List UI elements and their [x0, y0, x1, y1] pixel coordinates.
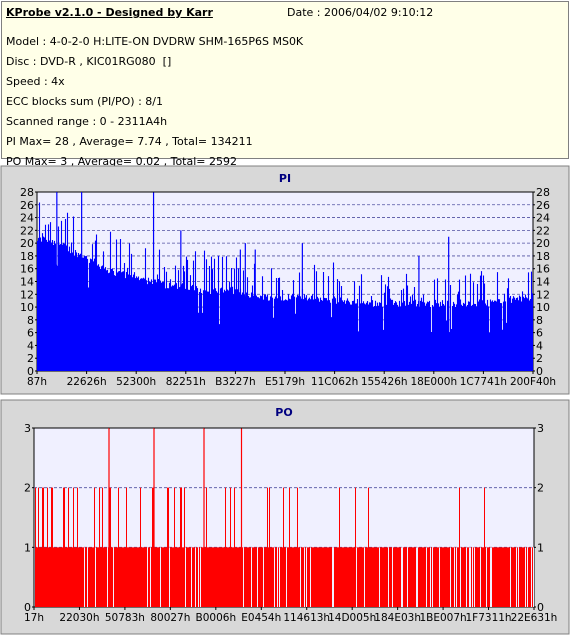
- x-tick-label: 17h: [24, 612, 44, 624]
- chart-title: PO: [275, 406, 292, 419]
- x-tick-label: B0006h: [196, 612, 237, 624]
- app-title: KProbe v2.1.0 - Designed by Karr: [6, 6, 213, 19]
- y-tick-label-right: 16: [536, 263, 550, 276]
- y-tick-label-right: 4: [536, 339, 543, 352]
- chart-title: PI: [279, 172, 291, 185]
- y-tick-label-right: 0: [537, 601, 544, 614]
- scan-date: Date : 2006/04/02 9:10:12: [287, 6, 434, 19]
- x-tick-label: 22030h: [59, 612, 99, 624]
- y-tick-label-right: 18: [536, 250, 550, 263]
- x-tick-label: 80027h: [150, 612, 190, 624]
- y-tick-label-right: 26: [536, 199, 550, 212]
- po-stats-line: PO Max= 3 , Average= 0.02 , Total= 2592: [6, 155, 237, 168]
- x-tick-label: 114613h: [283, 612, 330, 624]
- po-chart: PO 0 0 1 1 2 2 3 3 17h 22030h 50783h 80027h B0006h E04…: [0, 399, 570, 635]
- y-tick-label-left: 0: [24, 601, 31, 614]
- x-tick-label: 11C062h: [311, 376, 358, 388]
- y-tick-label-right: 1: [537, 541, 544, 554]
- disc-line: Disc : DVD-R , KIC01RG080 []: [6, 55, 172, 68]
- y-tick-label-left: 2: [27, 352, 34, 365]
- po-level2-spikes: [35, 487, 485, 607]
- x-tick-label: 155426h: [361, 376, 408, 388]
- y-tick-label-left: 14: [20, 276, 34, 289]
- y-tick-label-left: 20: [20, 237, 34, 250]
- x-tick-label: 50783h: [105, 612, 145, 624]
- x-tick-label: 1C7741h: [460, 376, 507, 388]
- x-tick-label: 22626h: [67, 376, 107, 388]
- model-line: Model : 4-0-2-0 H:LITE-ON DVDRW SHM-165P…: [6, 35, 304, 48]
- y-tick-label-left: 16: [20, 263, 34, 276]
- scanned-range-line: Scanned range : 0 - 2311A4h: [6, 115, 168, 128]
- ecc-line: ECC blocks sum (PI/PO) : 8/1: [6, 95, 163, 108]
- y-tick-label-left: 10: [20, 301, 34, 314]
- x-tick-label: 200F40h: [510, 376, 556, 388]
- x-tick-label: E0454h: [241, 612, 281, 624]
- y-tick-label-right: 28: [536, 186, 550, 199]
- y-tick-label-left: 0: [27, 365, 34, 378]
- y-tick-label-left: 26: [20, 199, 34, 212]
- y-tick-label-right: 6: [536, 327, 543, 340]
- x-tick-label: 52300h: [116, 376, 156, 388]
- y-tick-label-left: 4: [27, 339, 34, 352]
- y-tick-label-right: 22: [536, 224, 550, 237]
- y-tick-label-left: 2: [24, 482, 31, 495]
- y-tick-label-right: 10: [536, 301, 550, 314]
- x-tick-label: 1BE007h: [419, 612, 466, 624]
- pi-stats-line: PI Max= 28 , Average= 7.74 , Total= 1342…: [6, 135, 253, 148]
- x-tick-label: 87h: [27, 376, 47, 388]
- y-tick-label-right: 12: [536, 288, 550, 301]
- x-tick-label: 22E631h: [511, 612, 558, 624]
- x-tick-label: E5179h: [265, 376, 305, 388]
- info-panel: KProbe v2.1.0 - Designed by Karr Date : …: [1, 1, 569, 168]
- y-tick-label-left: 8: [27, 314, 34, 327]
- y-tick-label-right: 24: [536, 212, 550, 225]
- y-tick-label-right: 0: [536, 365, 543, 378]
- y-tick-label-right: 8: [536, 314, 543, 327]
- y-tick-label-left: 24: [20, 212, 34, 225]
- x-tick-label: 184E03h: [374, 612, 421, 624]
- y-tick-label-left: 1: [24, 541, 31, 554]
- y-tick-label-right: 3: [537, 422, 544, 435]
- x-tick-label: 18E000h: [410, 376, 457, 388]
- y-tick-label-right: 14: [536, 276, 550, 289]
- x-tick-label: B3227h: [215, 376, 256, 388]
- y-tick-label-right: 2: [536, 352, 543, 365]
- y-tick-label-right: 20: [536, 237, 550, 250]
- speed-line: Speed : 4x: [6, 75, 65, 88]
- y-tick-label-left: 6: [27, 327, 34, 340]
- x-tick-label: 82251h: [166, 376, 206, 388]
- y-tick-label-left: 18: [20, 250, 34, 263]
- y-tick-label-left: 12: [20, 288, 34, 301]
- y-tick-label-left: 28: [20, 186, 34, 199]
- x-tick-label: 1F7311h: [465, 612, 511, 624]
- y-tick-label-left: 22: [20, 224, 34, 237]
- pi-bars: [36, 202, 534, 371]
- y-tick-label-right: 2: [537, 482, 544, 495]
- x-tick-label: 14D005h: [328, 612, 376, 624]
- y-tick-label-left: 3: [24, 422, 31, 435]
